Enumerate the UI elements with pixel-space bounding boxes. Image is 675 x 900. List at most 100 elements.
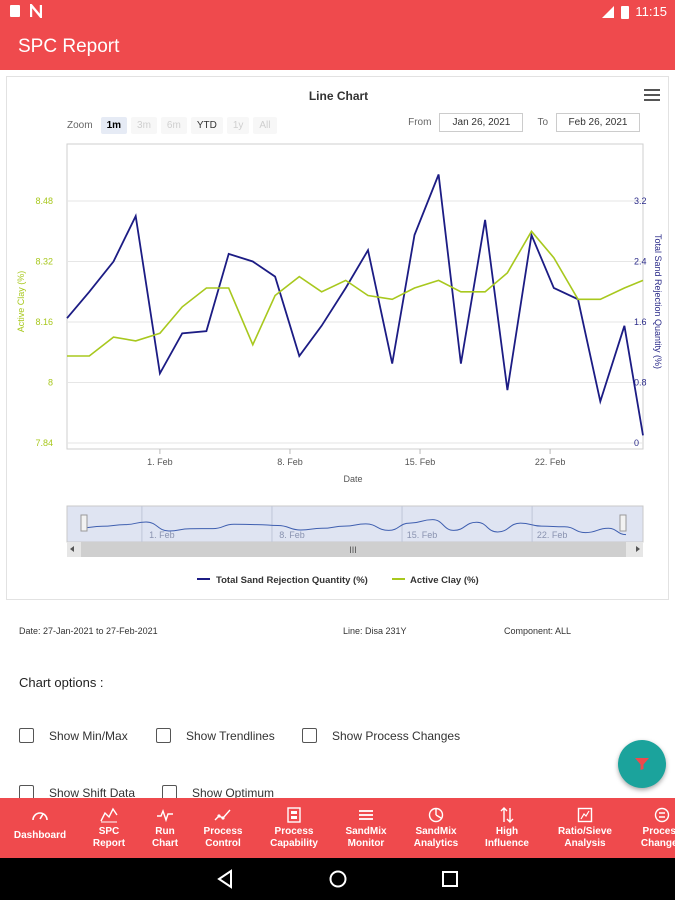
spc-report-icon — [100, 807, 118, 823]
navigator-tick-label: 22. Feb — [537, 530, 568, 540]
nav-spc-report[interactable]: SPC Report — [80, 798, 138, 858]
x-tick-label: 15. Feb — [405, 457, 436, 467]
option-label: Show Min/Max — [49, 728, 128, 743]
scroll-left-arrow-icon[interactable] — [70, 546, 74, 552]
y-left-axis-title: Active Clay (%) — [16, 271, 26, 333]
to-label: To — [537, 117, 548, 128]
app-bar: SPC Report — [0, 24, 675, 70]
run-chart-icon — [157, 808, 173, 822]
dashboard-gauge-icon — [32, 812, 48, 821]
from-date-input[interactable]: Jan 26, 2021 — [439, 113, 524, 132]
main-content: Line Chart Zoom 1m 3m 6m YTD 1y All From… — [0, 70, 675, 798]
sandmix-analytics-icon — [428, 807, 444, 823]
recents-icon[interactable] — [437, 866, 463, 892]
bottom-navigation: Dashboard SPC Report Run Chart Process C… — [0, 798, 675, 858]
chart-card: Line Chart Zoom 1m 3m 6m YTD 1y All From… — [6, 76, 669, 600]
zoom-6m-button[interactable]: 6m — [160, 117, 187, 134]
page-title: SPC Report — [18, 36, 120, 57]
status-time: 11:15 — [635, 4, 667, 19]
nav-sandmix-analytics[interactable]: SandMix Analytics — [404, 798, 468, 858]
notification-icon — [10, 5, 20, 17]
zoom-label: Zoom — [67, 120, 93, 131]
x-tick-label: 1. Feb — [147, 457, 173, 467]
nav-process-capability[interactable]: Process Capability — [262, 798, 326, 858]
n-app-icon — [30, 4, 42, 18]
x-axis-title: Date — [343, 474, 362, 484]
option-show-optimum[interactable]: Show Optimum — [162, 785, 274, 798]
home-icon[interactable] — [325, 866, 351, 892]
navigator-left-handle[interactable] — [80, 514, 88, 532]
meta-date-range: Date: 27-Jan-2021 to 27-Feb-2021 — [19, 626, 158, 636]
date-range-selector: From Jan 26, 2021 To Feb 26, 2021 — [408, 113, 640, 132]
legend: Total Sand Rejection Quantity (%) Active… — [197, 575, 479, 586]
y-left-tick-label: 8.16 — [35, 317, 53, 327]
y-right-tick-label: 0.8 — [634, 378, 647, 388]
option-label: Show Shift Data — [49, 785, 136, 799]
zoom-all-button[interactable]: All — [253, 117, 277, 134]
system-navigation-bar — [0, 858, 675, 900]
filter-icon — [635, 758, 649, 770]
y-left-tick-label: 8 — [48, 378, 53, 388]
y-right-axis-title: Total Sand Rejection Quantity (%) — [653, 234, 663, 369]
navigator-right-handle[interactable] — [619, 514, 627, 532]
nav-ratio-sieve-analysis[interactable]: Ratio/Sieve Analysis — [548, 798, 622, 858]
checkbox[interactable] — [19, 728, 34, 743]
nav-dashboard[interactable]: Dashboard — [8, 798, 72, 858]
zoom-1y-button[interactable]: 1y — [226, 117, 250, 134]
option-show-min-max[interactable]: Show Min/Max — [19, 728, 128, 743]
option-show-trendlines[interactable]: Show Trendlines — [156, 728, 275, 743]
option-label: Show Process Changes — [332, 728, 461, 743]
navigator-tick-label: 1. Feb — [149, 530, 175, 540]
chart-menu-icon[interactable] — [644, 89, 660, 103]
option-label: Show Trendlines — [186, 728, 275, 743]
zoom-1m-button[interactable]: 1m — [100, 117, 128, 134]
navigator-tick-label: 15. Feb — [407, 530, 438, 540]
option-label: Show Optimum — [192, 785, 275, 799]
nav-run-chart[interactable]: Run Chart — [140, 798, 190, 858]
meta-component: Component: ALL — [504, 626, 572, 636]
process-changes-icon — [654, 807, 670, 823]
checkbox[interactable] — [156, 728, 171, 743]
checkbox[interactable] — [19, 785, 34, 798]
from-label: From — [408, 117, 432, 128]
signal-icon — [602, 5, 615, 18]
checkbox[interactable] — [162, 785, 177, 798]
y-left-tick-label: 7.84 — [35, 438, 53, 448]
option-show-process-changes[interactable]: Show Process Changes — [302, 728, 460, 743]
legend-item-sand-rejection[interactable]: Total Sand Rejection Quantity (%) — [216, 575, 368, 586]
series-line-sand-rejection[interactable] — [66, 174, 644, 436]
plot-area — [66, 143, 644, 450]
zoom-ytd-button[interactable]: YTD — [190, 117, 223, 134]
y-right-tick-label: 0 — [634, 438, 639, 448]
x-tick-label: 8. Feb — [277, 457, 303, 467]
line-chart: 7.84 8 8.16 8.32 8.48 0 0.8 1.6 2.4 3.2 1. Feb 8. F… — [16, 143, 663, 586]
navigator-scrollbar-thumb[interactable] — [81, 542, 626, 557]
y-left-tick-label: 8.32 — [35, 257, 53, 267]
filter-fab-button[interactable] — [618, 740, 666, 788]
y-left-tick-label: 8.48 — [35, 196, 53, 206]
process-capability-icon — [287, 807, 301, 823]
nav-sandmix-monitor[interactable]: SandMix Monitor — [334, 798, 398, 858]
sandmix-monitor-icon — [359, 810, 373, 820]
chart-options-label: Chart options : — [19, 675, 104, 690]
navigator-window[interactable] — [66, 505, 644, 543]
navigator-tick-label: 8. Feb — [279, 530, 305, 540]
nav-process-control[interactable]: Process Control — [192, 798, 254, 858]
option-show-shift-data[interactable]: Show Shift Data — [19, 785, 135, 798]
legend-item-active-clay[interactable]: Active Clay (%) — [410, 575, 479, 586]
back-icon[interactable] — [212, 866, 238, 892]
chart-title: Line Chart — [308, 89, 369, 103]
navigator-scroll-grip: III — [349, 545, 357, 555]
zoom-3m-button[interactable]: 3m — [131, 117, 157, 134]
y-right-tick-label: 2.4 — [634, 257, 647, 267]
to-date-input[interactable]: Feb 26, 2021 — [556, 113, 640, 132]
nav-high-influence[interactable]: High Influence — [476, 798, 538, 858]
scroll-right-arrow-icon[interactable] — [636, 546, 640, 552]
nav-process-changes[interactable]: Process Changes — [630, 798, 675, 858]
series-line-active-clay[interactable] — [67, 229, 644, 357]
checkbox[interactable] — [302, 728, 317, 743]
y-right-tick-label: 1.6 — [634, 317, 647, 327]
x-tick-label: 22. Feb — [535, 457, 566, 467]
high-influence-arrows-icon — [500, 807, 514, 823]
process-control-icon — [214, 809, 231, 821]
